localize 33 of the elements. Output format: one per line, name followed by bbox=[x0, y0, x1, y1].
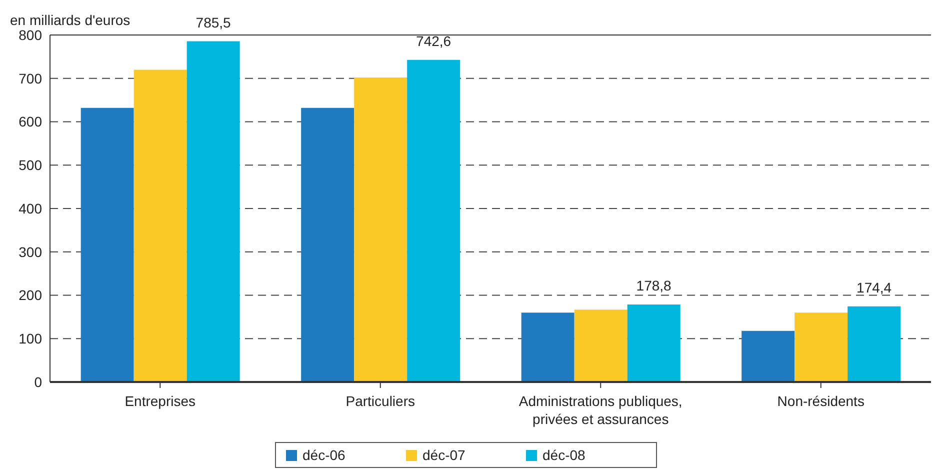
bar bbox=[521, 312, 574, 382]
y-tick-label: 600 bbox=[18, 114, 42, 130]
legend-label: déc-08 bbox=[542, 447, 586, 463]
bar bbox=[627, 304, 680, 382]
y-tick-label: 100 bbox=[18, 330, 42, 347]
bar bbox=[574, 310, 628, 382]
y-tick-label: 500 bbox=[18, 157, 42, 174]
data-label: 742,6 bbox=[416, 32, 452, 49]
y-axis-title: en milliards d'euros bbox=[10, 12, 130, 28]
bar bbox=[186, 41, 240, 382]
bar bbox=[407, 60, 460, 382]
y-tick-label: 300 bbox=[18, 244, 42, 260]
data-label: 174,4 bbox=[856, 279, 892, 296]
bar bbox=[742, 330, 795, 382]
data-label: 785,5 bbox=[196, 14, 232, 30]
bar bbox=[794, 312, 848, 382]
y-tick-label: 800 bbox=[18, 26, 42, 43]
data-label: 178,8 bbox=[636, 277, 672, 294]
bar bbox=[134, 70, 187, 382]
bar bbox=[80, 108, 134, 382]
y-tick-label: 700 bbox=[18, 70, 42, 86]
x-tick-label: Entreprises bbox=[124, 393, 196, 409]
legend-label: déc-07 bbox=[422, 447, 466, 463]
legend-label: déc-06 bbox=[302, 447, 346, 463]
bar bbox=[848, 306, 901, 382]
x-tick-label: Particuliers bbox=[346, 393, 415, 409]
y-tick-label: 200 bbox=[18, 287, 42, 304]
bar bbox=[354, 78, 408, 382]
bar bbox=[301, 108, 354, 382]
x-tick-label: Administrations publiques, privées et assurances bbox=[518, 393, 682, 427]
x-tick-label: Non-résidents bbox=[777, 393, 864, 409]
y-tick-label: 0 bbox=[34, 374, 42, 390]
y-tick-label: 400 bbox=[18, 200, 42, 216]
